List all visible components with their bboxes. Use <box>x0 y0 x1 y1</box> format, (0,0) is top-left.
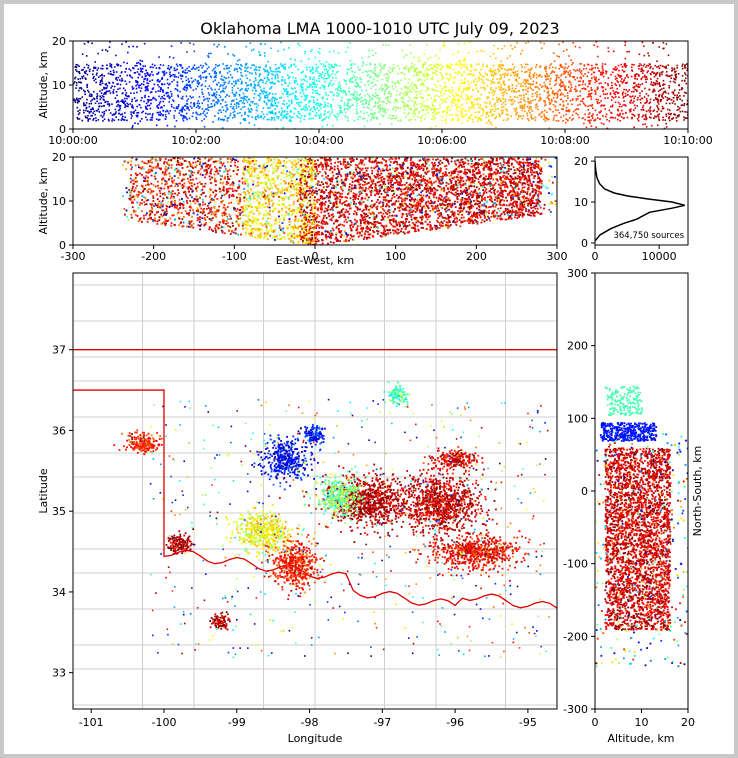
time-height-xtick: 10:08:00 <box>540 134 589 147</box>
histogram-ytick: 20 <box>574 155 588 168</box>
height-ns-ytick: -300 <box>563 703 588 716</box>
height-ns-ytick: 300 <box>567 267 588 280</box>
plan-view-xtick: -96 <box>446 716 464 729</box>
height-ns-ytick: 100 <box>567 412 588 425</box>
ew-height-ytick: 10 <box>52 195 66 208</box>
plan-view-ytick: 36 <box>52 424 66 437</box>
time-height-xtick: 10:10:00 <box>663 134 712 147</box>
ew-height-xtick: 100 <box>385 250 406 263</box>
ew-height-xlabel: East-West, km <box>276 254 354 267</box>
histogram-ticks: 0 10000 0 10 20 <box>574 155 677 263</box>
height-ns-xtick: 20 <box>681 716 695 729</box>
panel-plan-view: Latitude Longitude -101 -100 -99 -98 -97 -96-… <box>37 272 558 745</box>
plan-view-xtick: -97 <box>373 716 391 729</box>
height-ns-points <box>595 385 688 668</box>
time-height-ytick: 20 <box>52 35 66 48</box>
plan-view-ytick: 35 <box>52 505 66 518</box>
state-borders <box>73 349 557 609</box>
height-ns-xlabel: Altitude, km <box>607 732 674 745</box>
time-height-ticks: 10:00:00 10:02:00 10:04:00 10:06:00 10:08:00… <box>48 35 712 147</box>
plan-view-xtick: -98 <box>301 716 319 729</box>
plan-view-xtick: -99 <box>228 716 246 729</box>
height-ns-ylabel: North-South, km <box>691 446 704 537</box>
figure-frame: Oklahoma LMA 1000-1010 UTC July 09, 2023… <box>4 4 734 754</box>
ew-height-xtick: -200 <box>141 250 166 263</box>
plan-view-xtick: -100 <box>151 716 176 729</box>
plan-view-ylabel: Latitude <box>37 468 50 514</box>
ew-height-points <box>122 157 557 245</box>
height-ns-xtick: 0 <box>592 716 599 729</box>
histogram-ytick: 0 <box>581 237 588 250</box>
ew-height-ytick: 0 <box>59 239 66 252</box>
ew-height-xtick: 0 <box>312 250 319 263</box>
histogram-xtick: 10000 <box>642 250 677 263</box>
time-height-ylabel: Altitude, km <box>37 51 50 118</box>
plan-view-ticks: -101 -100 -99 -98 -97 -96 -95 33 34 35 36 37 <box>52 344 537 729</box>
panel-time-height: Altitude, km 10:00:00 10:02:00 10:04:00 10:… <box>37 35 713 147</box>
county-map <box>73 273 557 709</box>
panel-ew-height: Altitude, km East-West, km -300 -200 -100 0… <box>37 151 568 267</box>
plan-view-xtick: -101 <box>79 716 104 729</box>
plan-view-points <box>113 381 550 659</box>
histogram-sources-annotation: 364,750 sources <box>613 231 684 241</box>
height-ns-ytick: 0 <box>581 485 588 498</box>
plan-view-xlabel: Longitude <box>288 732 343 745</box>
time-height-xtick: 10:06:00 <box>417 134 466 147</box>
height-ns-ticks: 0 10 20 -300 -200 -100 0 100 200 300 <box>563 267 695 729</box>
time-height-xtick: 10:02:00 <box>171 134 220 147</box>
ew-height-xtick: 200 <box>466 250 487 263</box>
height-ns-ytick: -100 <box>563 558 588 571</box>
histogram-ytick: 10 <box>574 196 588 209</box>
ew-height-ytick: 20 <box>52 151 66 164</box>
height-ns-xtick: 10 <box>635 716 649 729</box>
plan-view-axes-box <box>72 272 558 710</box>
ew-height-xtick: -300 <box>61 250 86 263</box>
panel-height-ns: North-South, km Altitude, km 0 10 20 -300 -2… <box>563 267 704 745</box>
height-ns-ytick: -200 <box>563 630 588 643</box>
time-height-xtick: 10:04:00 <box>294 134 343 147</box>
figure-title: Oklahoma LMA 1000-1010 UTC July 09, 2023 <box>200 19 559 38</box>
histogram-axes-box <box>594 156 689 246</box>
ew-height-xtick: -100 <box>222 250 247 263</box>
height-ns-ytick: 200 <box>567 340 588 353</box>
panel-altitude-histogram: 364,750 sources 0 10000 0 10 20 <box>574 155 689 263</box>
plan-view-ytick: 33 <box>52 667 66 680</box>
time-height-points <box>73 41 688 129</box>
time-height-xtick: 10:00:00 <box>48 134 97 147</box>
plan-view-ytick: 37 <box>52 344 66 357</box>
ew-height-ticks: -300 -200 -100 0 100 200 300 0 10 20 <box>52 151 568 263</box>
histogram-xtick: 0 <box>592 250 599 263</box>
plan-view-xtick: -95 <box>519 716 537 729</box>
ew-height-ylabel: Altitude, km <box>37 167 50 234</box>
ew-height-xtick: 300 <box>547 250 568 263</box>
time-height-ytick: 10 <box>52 79 66 92</box>
altitude-histogram-curve <box>595 161 685 242</box>
time-height-ytick: 0 <box>59 123 66 136</box>
plan-view-ytick: 34 <box>52 586 66 599</box>
lma-figure: Oklahoma LMA 1000-1010 UTC July 09, 2023… <box>37 19 713 745</box>
